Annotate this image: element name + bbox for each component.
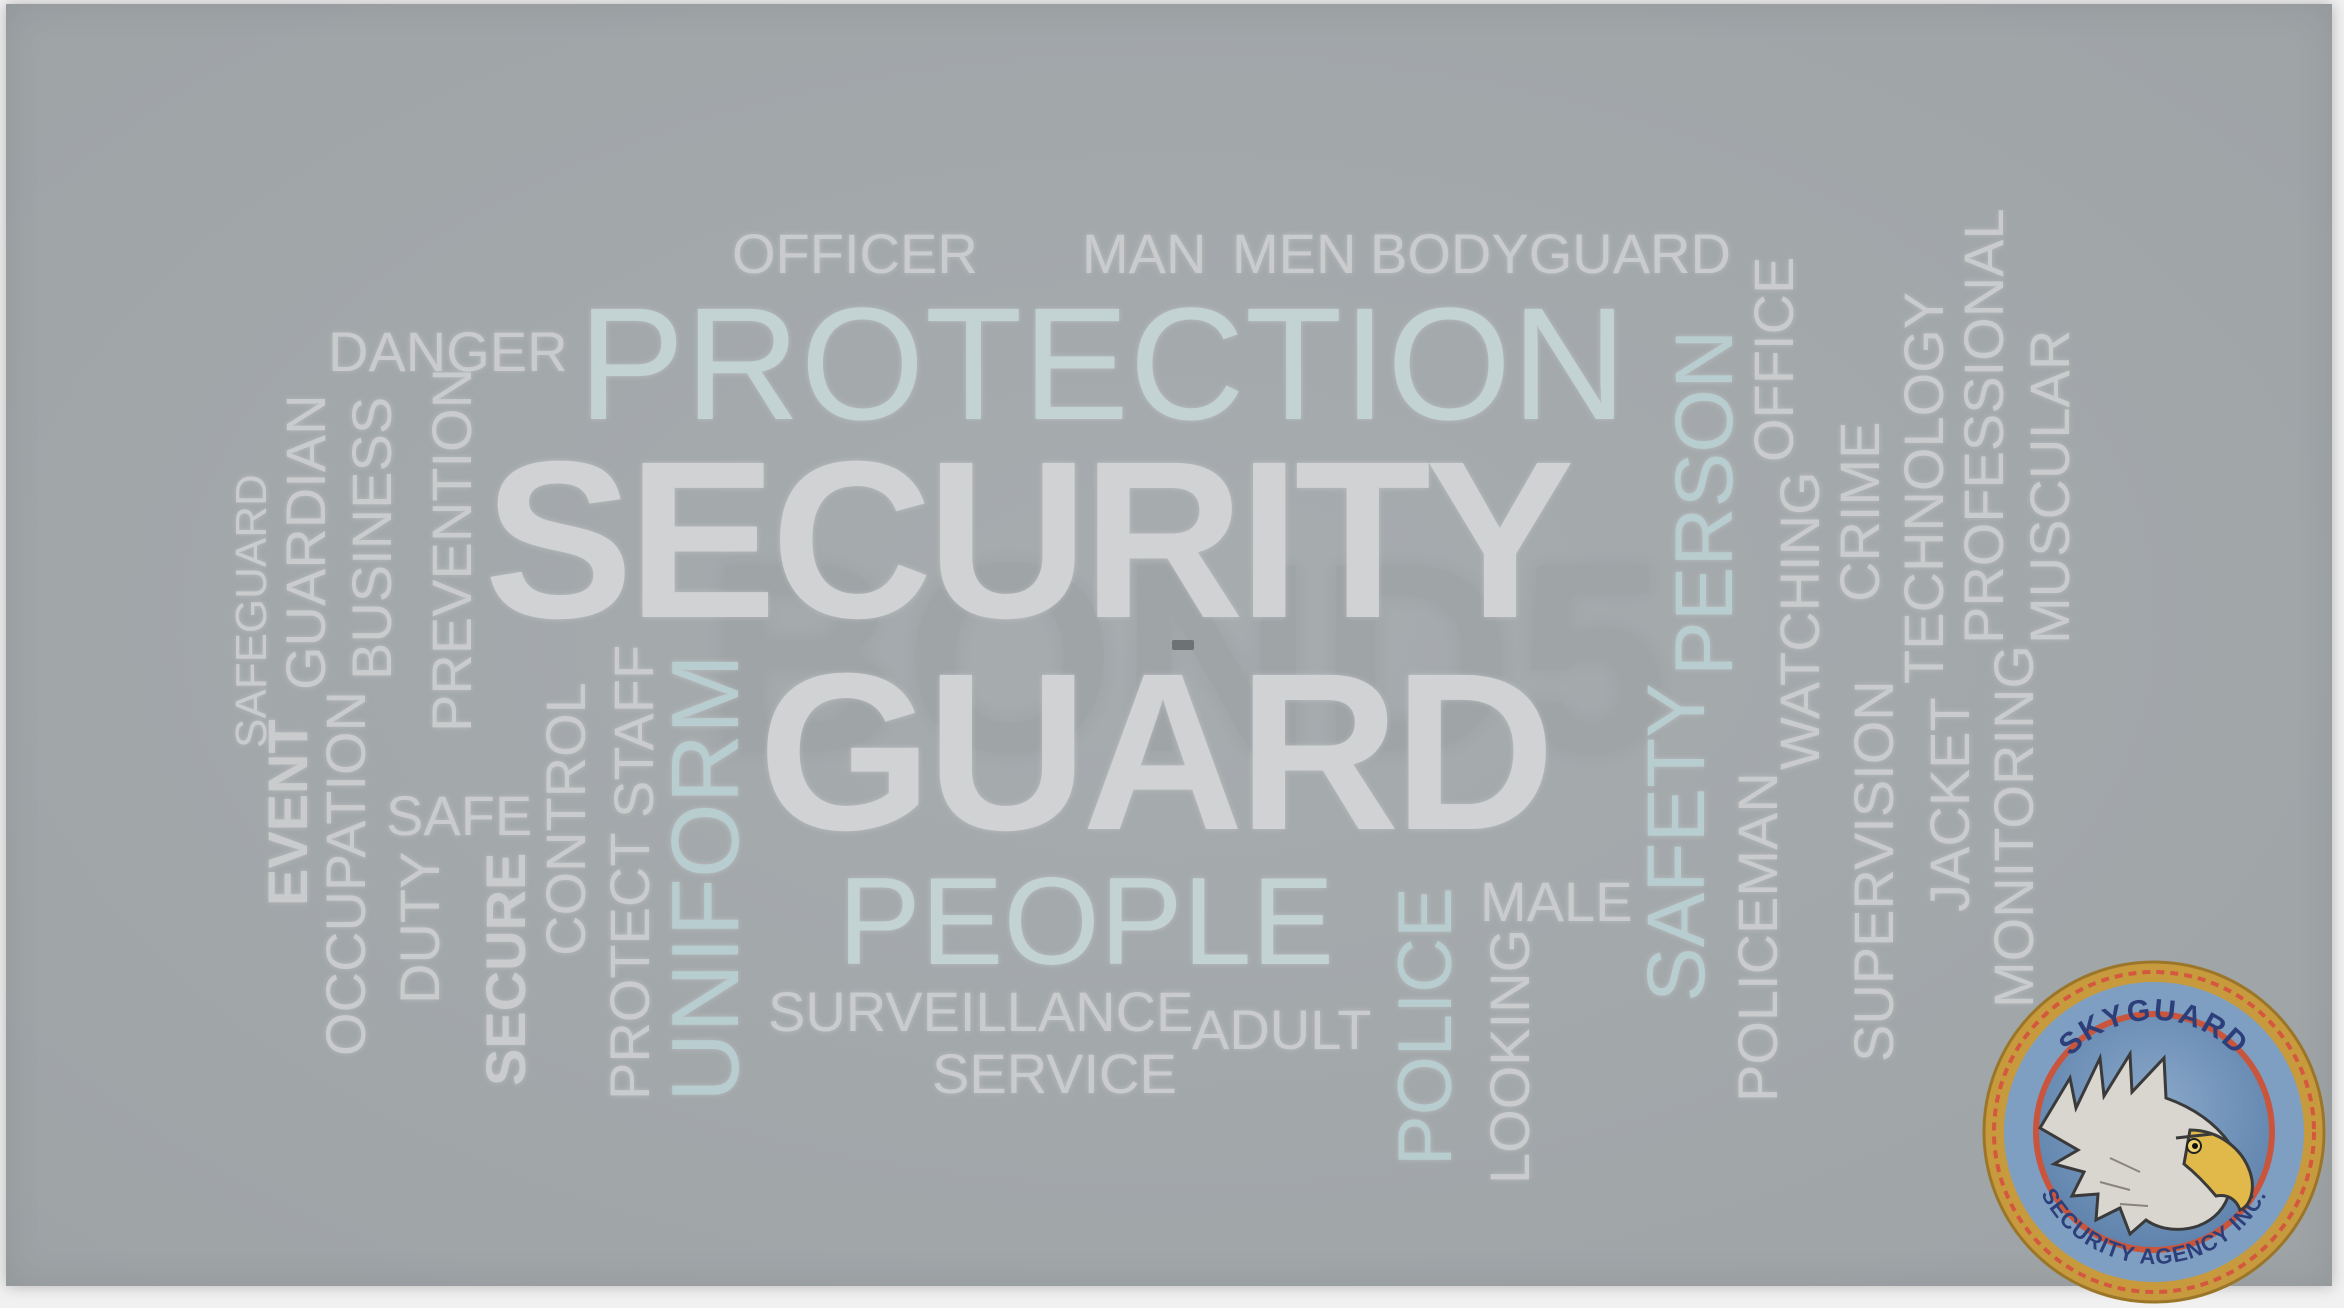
- word-control: CONTROL: [534, 682, 597, 956]
- word-bodyguard: BODYGUARD: [1370, 222, 1731, 285]
- word-surveillance: SURVEILLANCE: [768, 980, 1194, 1043]
- word-professional: PROFESSIONAL: [1952, 208, 2015, 644]
- word-event: EVENT: [256, 719, 319, 906]
- word-office: OFFICE: [1742, 256, 1805, 462]
- word-muscular: MUSCULAR: [2018, 329, 2081, 644]
- word-watching: WATCHING: [1768, 471, 1831, 770]
- word-protect: PROTECT: [598, 832, 661, 1100]
- word-officer: OFFICER: [732, 222, 978, 285]
- word-male: MALE: [1480, 870, 1633, 933]
- word-uniform: UNIFORM: [652, 654, 759, 1102]
- word-service: SERVICE: [932, 1042, 1177, 1105]
- word-duty: DUTY: [388, 851, 451, 1004]
- skyguard-logo: SKYGUARD SECURITY AGENCY INC.: [1982, 960, 2326, 1304]
- word-policeman: POLICEMAN: [1726, 772, 1789, 1102]
- word-looking: LOOKING: [1478, 928, 1541, 1184]
- word-guard: GUARD: [758, 627, 1555, 877]
- word-protection: PROTECTION: [578, 274, 1627, 453]
- background-word: BOND5: [706, 508, 1672, 809]
- word-safe: SAFE: [386, 784, 533, 847]
- word-monitoring: MONITORING: [1982, 645, 2045, 1008]
- word-danger: DANGER: [328, 320, 568, 383]
- word-cloud-canvas: BOND5 OFFICER MAN MEN BODYGUARD DANGER P…: [6, 4, 2332, 1286]
- word-occupation: OCCUPATION: [314, 690, 377, 1056]
- word-business: BUSINESS: [340, 396, 403, 680]
- word-crime: CRIME: [1828, 421, 1891, 602]
- word-adult: ADULT: [1192, 998, 1372, 1061]
- word-safety: SAFETY: [1631, 683, 1722, 1002]
- word-person: PERSON: [1659, 329, 1750, 676]
- word-guardian: GUARDIAN: [274, 394, 337, 690]
- word-people: PEOPLE: [838, 853, 1335, 991]
- word-supervision: SUPERVISION: [1842, 680, 1905, 1062]
- word-secure: SECURE: [474, 852, 537, 1086]
- word-jacket: JACKET: [1918, 697, 1981, 912]
- center-mark: [1172, 640, 1194, 650]
- eagle-icon: [2037, 1049, 2254, 1237]
- word-technology: TECHNOLOGY: [1892, 291, 1955, 684]
- word-man: MAN: [1082, 222, 1207, 285]
- word-men: MEN: [1232, 222, 1357, 285]
- word-safeguard: SAFEGUARD: [227, 474, 276, 748]
- word-security: SECURITY: [484, 415, 1575, 665]
- word-prevention: PREVENTION: [420, 367, 483, 732]
- word-police: POLICE: [1383, 887, 1468, 1166]
